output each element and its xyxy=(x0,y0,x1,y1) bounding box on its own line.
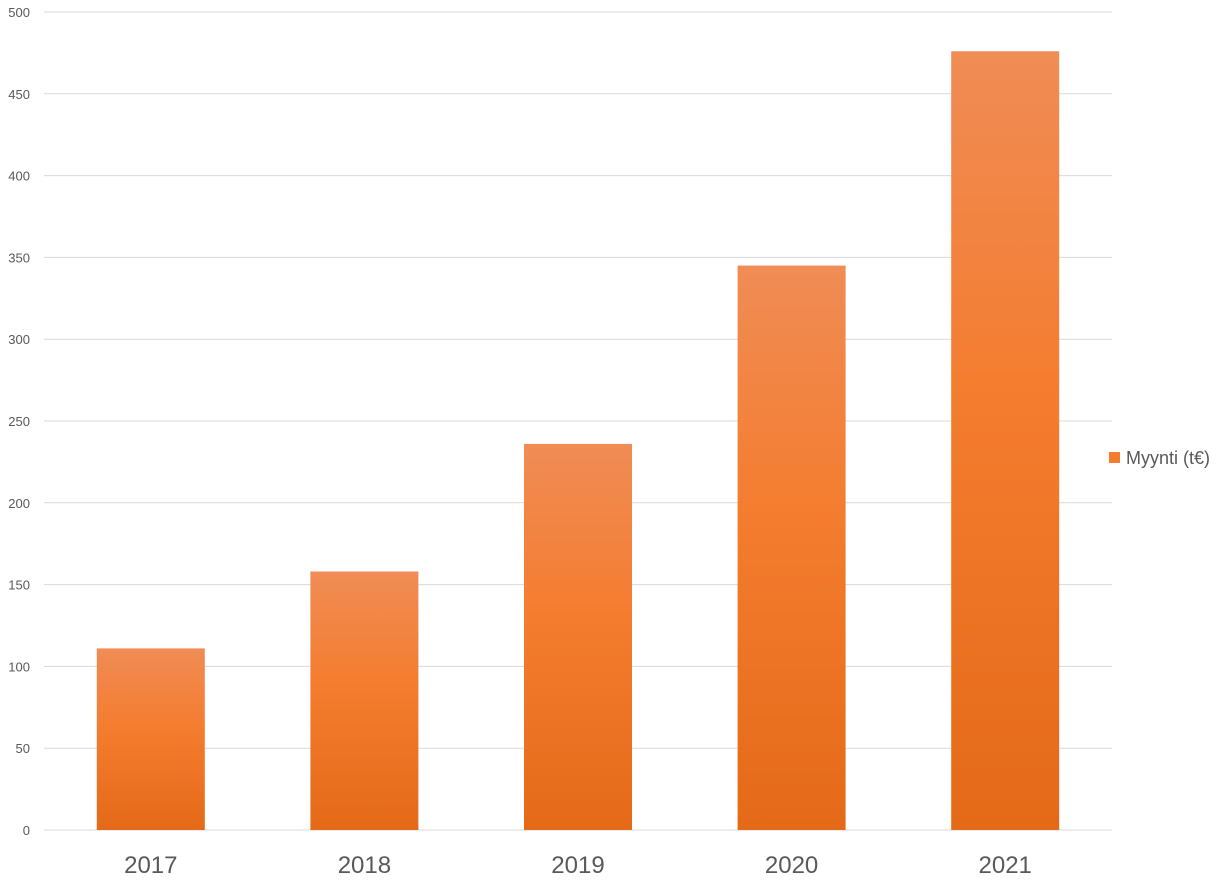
legend-swatch xyxy=(1109,452,1120,463)
legend: Myynti (t€) xyxy=(1109,448,1210,468)
y-tick-label: 100 xyxy=(8,659,30,674)
y-tick-label: 50 xyxy=(16,741,30,756)
bar-2017 xyxy=(96,648,205,830)
bars xyxy=(96,51,1060,831)
y-tick-label: 200 xyxy=(8,496,30,511)
legend-label: Myynti (t€) xyxy=(1126,448,1210,468)
y-tick-label: 250 xyxy=(8,414,30,429)
bar-2019 xyxy=(524,443,632,830)
y-tick-label: 450 xyxy=(8,87,30,102)
y-tick-label: 150 xyxy=(8,578,30,593)
x-tick-label: 2019 xyxy=(551,852,604,879)
y-tick-label: 350 xyxy=(8,250,30,265)
y-tick-label: 0 xyxy=(23,823,30,838)
y-axis-tick-labels: 0 50 100 150 200 250 300 350 400 450 500 xyxy=(8,5,30,838)
y-tick-label: 300 xyxy=(8,332,30,347)
x-tick-label: 2020 xyxy=(765,852,818,879)
bar-2018 xyxy=(310,571,419,830)
bar-2020 xyxy=(737,265,846,831)
y-tick-label: 500 xyxy=(8,5,30,20)
bar-2021 xyxy=(951,51,1060,831)
y-tick-label: 400 xyxy=(8,169,30,184)
x-tick-label: 2021 xyxy=(979,852,1032,879)
x-axis-tick-labels: 2017 2018 2019 2020 2021 xyxy=(124,852,1032,879)
x-tick-label: 2018 xyxy=(338,852,391,879)
x-tick-label: 2017 xyxy=(124,852,177,879)
